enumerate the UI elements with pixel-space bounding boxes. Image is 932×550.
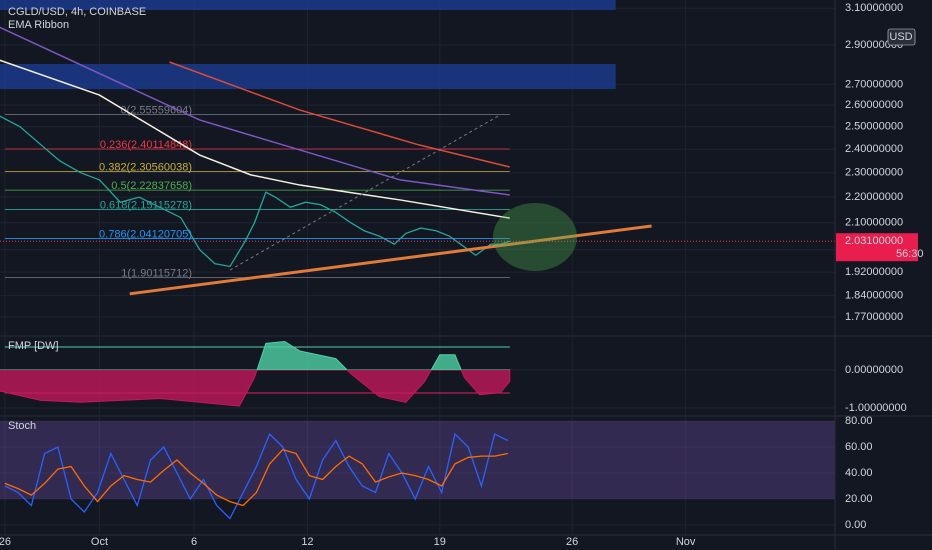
band (0, 421, 835, 500)
x-tick-label: 19 (434, 536, 446, 548)
series-line (0, 115, 510, 268)
y-tick-label: 0.00000000 (845, 364, 903, 376)
fib-label: 0.786(2.04120705) (99, 228, 192, 240)
countdown: 56:30 (896, 248, 924, 260)
zone (0, 0, 616, 11)
y-tick-label: 3.10000000 (845, 2, 903, 14)
trendline (129, 224, 652, 296)
last-price-label: 2.03100000 (845, 235, 903, 247)
currency-button[interactable] (887, 28, 916, 46)
x-tick-label: 26 (566, 536, 578, 548)
x-tick-label: Nov (676, 536, 696, 548)
x-tick-label: 12 (301, 536, 313, 548)
y-tick-label: 2.30000000 (845, 167, 903, 179)
y-tick-label: 2.60000000 (845, 99, 903, 111)
y-tick-label: 1.77000000 (845, 311, 903, 323)
area (0, 340, 511, 370)
y-tick-label: 20.00 (845, 493, 873, 505)
y-tick-label: 2.20000000 (845, 191, 903, 203)
x-tick-label: 6 (191, 536, 197, 548)
indicator-name: Stoch (8, 420, 36, 432)
y-tick-label: 2.50000000 (845, 121, 903, 133)
indicator-name: FMP [DW] (8, 340, 59, 352)
y-tick-label: -1.00000000 (845, 402, 907, 414)
x-tick-label: Oct (91, 536, 108, 548)
fib-label: 0.236(2.40114848) (100, 139, 192, 151)
fib-label: 0.382(2.30560038) (99, 161, 192, 173)
y-tick-label: 60.00 (845, 441, 873, 453)
series-line (4, 448, 509, 507)
y-tick-label: 2.10000000 (845, 217, 903, 229)
fib-label: 1(1.90115712) (121, 268, 192, 280)
series-line (169, 61, 510, 168)
symbol-title: CGLD/USD, 4h, COINBASE (8, 6, 146, 18)
y-tick-label: 1.84000000 (845, 290, 903, 302)
highlight-ellipse (493, 203, 577, 271)
series-line (0, 59, 510, 219)
x-tick-label: 26 (0, 536, 11, 548)
indicator-name: EMA Ribbon (8, 19, 69, 31)
series-line (0, 26, 510, 196)
pane (0, 337, 835, 415)
zone (0, 63, 616, 90)
last-price-tag (836, 233, 918, 262)
series-line (4, 432, 509, 520)
y-tick-label: 1.92000000 (845, 266, 903, 278)
y-tick-label: 2.40000000 (845, 143, 903, 155)
pane: 0(2.55559604)0.236(2.40114848)0.382(2.30… (0, 0, 835, 335)
pane (0, 417, 835, 535)
y-tick-label: 0.00 (845, 519, 866, 531)
y-tick-label: 2.70000000 (845, 78, 903, 90)
fib-trend-line (229, 114, 501, 271)
fib-label: 0.618(2.15115278) (100, 199, 192, 211)
currency-label[interactable]: USD (889, 31, 912, 43)
area (0, 369, 511, 407)
y-tick-label: 40.00 (845, 467, 873, 479)
y-tick-label: 80.00 (845, 415, 873, 427)
fib-label: 0.5(2.22837658) (111, 180, 192, 192)
